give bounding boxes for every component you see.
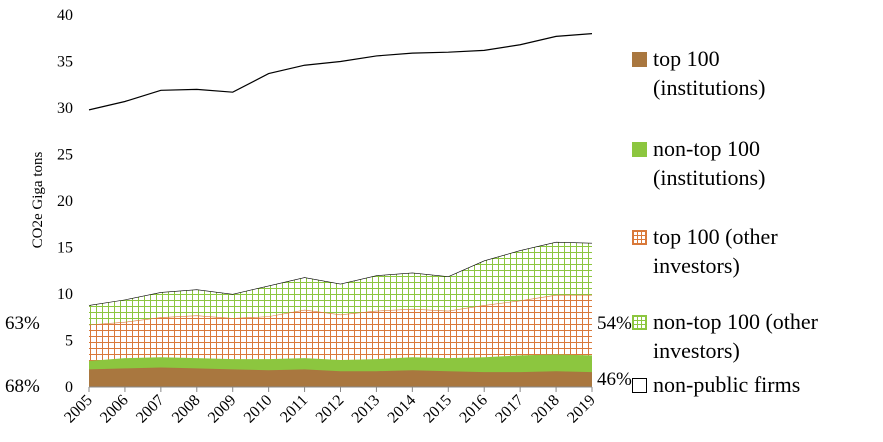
annotation: 68% bbox=[5, 376, 40, 397]
x-tick-label: 2006 bbox=[97, 392, 132, 427]
annotation: 46% bbox=[597, 369, 632, 390]
legend-item: non-public firms bbox=[632, 370, 831, 399]
x-tick-label: 2017 bbox=[492, 392, 527, 427]
x-tick-label: 2007 bbox=[133, 392, 168, 427]
y-tick-label: 40 bbox=[57, 7, 73, 24]
x-tick-label: 2018 bbox=[528, 392, 563, 427]
x-tick-label: 2005 bbox=[61, 392, 96, 427]
y-tick-label: 35 bbox=[57, 54, 73, 71]
legend-label: top 100 (institutions) bbox=[653, 46, 766, 100]
y-tick-label: 25 bbox=[57, 147, 73, 164]
area bbox=[89, 33, 592, 306]
x-tick-label: 2008 bbox=[169, 392, 204, 427]
x-tick-label: 2013 bbox=[349, 392, 384, 427]
legend-item: top 100 (other investors) bbox=[632, 222, 831, 280]
legend-label: top 100 (other investors) bbox=[653, 224, 778, 278]
area bbox=[89, 294, 592, 361]
y-axis-label: CO2e Giga tons bbox=[30, 152, 46, 249]
x-tick-label: 2016 bbox=[456, 392, 491, 427]
x-tick-label: 2010 bbox=[241, 392, 276, 427]
y-tick-label: 15 bbox=[57, 240, 73, 257]
legend-item: non-top 100 (institutions) bbox=[632, 134, 831, 192]
annotation: 54% bbox=[597, 313, 632, 334]
y-tick-label: 5 bbox=[65, 333, 73, 350]
x-tick-label: 2012 bbox=[313, 392, 348, 427]
x-tick-label: 2015 bbox=[420, 392, 455, 427]
y-tick-label: 20 bbox=[57, 193, 73, 210]
y-tick-label: 30 bbox=[57, 100, 73, 117]
y-tick-label: 10 bbox=[57, 286, 73, 303]
area-edge bbox=[88, 33, 593, 111]
legend-label: non-top 100 (other investors) bbox=[653, 309, 818, 363]
annotation: 63% bbox=[5, 313, 40, 334]
legend-label: non-top 100 (institutions) bbox=[653, 136, 766, 190]
area bbox=[89, 367, 592, 387]
legend-swatch bbox=[632, 315, 647, 330]
area bbox=[89, 241, 592, 325]
x-tick-label: 2014 bbox=[385, 392, 420, 427]
legend-item: non-top 100 (other investors) bbox=[632, 307, 831, 365]
y-tick-label: 0 bbox=[65, 379, 73, 396]
legend-swatch bbox=[632, 378, 647, 393]
x-tick-label: 2009 bbox=[205, 392, 240, 427]
legend-swatch bbox=[632, 52, 647, 67]
legend-swatch bbox=[632, 142, 647, 157]
x-tick-label: 2011 bbox=[277, 392, 311, 426]
legend-swatch bbox=[632, 230, 647, 245]
x-tick-label: 2019 bbox=[564, 392, 599, 427]
legend-item: top 100 (institutions) bbox=[632, 44, 831, 102]
legend-label: non-public firms bbox=[653, 372, 801, 397]
